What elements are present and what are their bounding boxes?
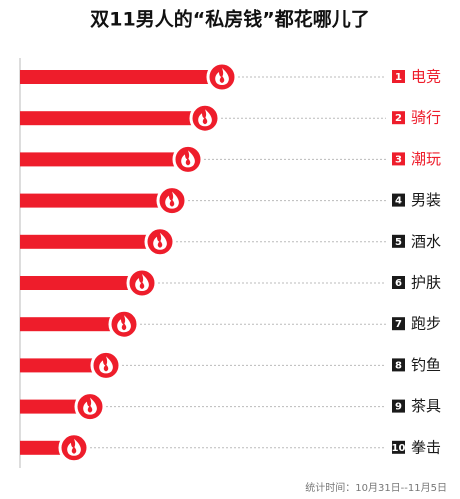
chart-title: 双11男人的“私房钱”都花哪儿了: [90, 8, 369, 31]
rank-number: 3: [395, 154, 402, 165]
flame-icon: [153, 232, 167, 250]
rank-badge: [392, 234, 405, 248]
rank-badge: [392, 70, 405, 83]
flame-icon: [198, 109, 212, 127]
rank-badge: [392, 358, 405, 372]
rank-badge: [392, 193, 405, 207]
bar: [20, 399, 90, 414]
flame-core: [219, 76, 225, 83]
rank-number: 4: [395, 196, 402, 207]
rank-number: 7: [395, 319, 402, 330]
rank-badge: [392, 399, 405, 413]
rank-number: 2: [395, 113, 402, 124]
rank-number: 6: [395, 278, 402, 289]
flame-core: [103, 364, 109, 372]
rank-number: 5: [395, 237, 402, 248]
flame-icon: [135, 274, 149, 291]
category-label: 潮玩: [411, 150, 441, 168]
category-label: 钓鱼: [411, 356, 441, 374]
rank-badge: [392, 317, 405, 331]
category-label: 拳击: [411, 438, 441, 456]
bar: [20, 111, 205, 126]
bar: [20, 317, 124, 332]
flame-core: [185, 158, 191, 166]
category-label: 男装: [411, 191, 441, 209]
category-label: 电竞: [411, 68, 441, 86]
flame-icon: [117, 315, 131, 333]
flame-icon: [67, 438, 81, 456]
category-label: 茶具: [411, 397, 441, 415]
rank-badge: [392, 152, 405, 166]
flame-icon: [99, 356, 113, 374]
flame-core: [71, 446, 77, 454]
flame-icon: [215, 68, 229, 85]
rank-number: 9: [395, 402, 402, 413]
flame-core: [157, 240, 163, 248]
category-label: 护肤: [411, 274, 441, 292]
bar: [20, 234, 160, 249]
rank-badge: [392, 440, 405, 454]
flame-core: [87, 405, 93, 413]
bar: [20, 276, 142, 290]
flame-core: [139, 282, 145, 289]
category-label: 骑行: [411, 109, 441, 127]
flame-icon: [83, 397, 97, 415]
flame-icon: [165, 191, 179, 209]
rank-badge: [392, 276, 405, 289]
flame-core: [202, 117, 208, 125]
bar: [20, 152, 188, 167]
bar: [20, 193, 172, 208]
bar: [20, 358, 106, 373]
rank-badge: [392, 111, 405, 125]
category-label: 跑步: [411, 315, 441, 333]
footnote: 统计时间：10月31日--11月5日: [305, 481, 447, 494]
category-label: 酒水: [411, 232, 441, 250]
flame-icon: [181, 150, 195, 168]
rank-number: 8: [395, 360, 402, 371]
flame-core: [121, 323, 127, 331]
bar: [20, 70, 222, 84]
rank-number: 10: [392, 443, 406, 454]
rank-number: 1: [395, 72, 402, 83]
flame-core: [169, 199, 175, 207]
